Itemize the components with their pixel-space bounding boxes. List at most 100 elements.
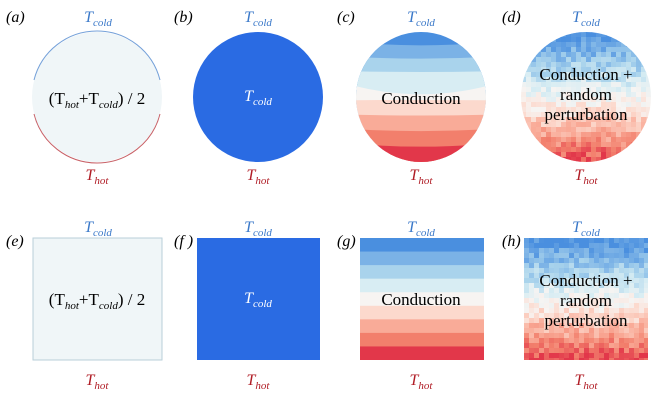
perturbation-cell: [586, 77, 592, 83]
perturbation-cell: [581, 57, 587, 63]
perturbation-cell: [634, 323, 640, 329]
perturbation-cell: [601, 137, 607, 143]
bottom-label-symbol: T: [247, 372, 257, 389]
perturbation-cell: [609, 328, 615, 334]
perturbation-cell: [521, 92, 527, 98]
perturbation-cell: [586, 147, 592, 153]
perturbation-cell: [591, 112, 597, 118]
perturbation-cell: [589, 333, 595, 339]
perturbation-cell: [611, 122, 617, 128]
perturbation-cell: [641, 112, 647, 118]
perturbation-cell: [564, 348, 570, 354]
temperature-band: [360, 319, 484, 334]
perturbation-cell: [614, 353, 620, 359]
panel-h: (h) Tcold Conduction + random perturbati…: [502, 219, 648, 392]
perturbation-cell: [631, 42, 637, 48]
perturbation-cell: [529, 268, 535, 274]
perturbation-cell: [579, 298, 585, 304]
perturbation-cell: [524, 268, 530, 274]
perturbation-cell: [536, 132, 542, 138]
perturbation-cell: [604, 318, 610, 324]
perturbation-cell: [594, 293, 600, 299]
bottom-label-subscript: hot: [583, 175, 598, 187]
perturbation-cell: [619, 268, 625, 274]
perturbation-cell: [636, 62, 642, 68]
perturbation-cell: [599, 308, 605, 314]
perturbation-cell: [614, 253, 620, 259]
perturbation-cell: [569, 343, 575, 349]
perturbation-cell: [624, 288, 630, 294]
perturbation-cell: [616, 107, 622, 113]
perturbation-cell: [531, 52, 537, 58]
perturbation-cell: [544, 343, 550, 349]
perturbation-cell: [606, 107, 612, 113]
perturbation-cell: [646, 122, 651, 128]
perturbation-cell: [539, 298, 545, 304]
perturbation-cell: [646, 37, 651, 43]
perturbation-cell: [534, 288, 540, 294]
perturbation-cell: [574, 288, 580, 294]
perturbation-cell: [601, 107, 607, 113]
center-label-line: random: [560, 85, 612, 104]
perturbation-cell: [526, 82, 532, 88]
top-label-subscript: cold: [416, 227, 435, 239]
perturbation-cell: [559, 238, 565, 244]
perturbation-cell: [546, 127, 552, 133]
perturbation-cell: [586, 127, 592, 133]
perturbation-cell: [534, 273, 540, 279]
perturbation-cell: [539, 288, 545, 294]
perturbation-cell: [581, 112, 587, 118]
perturbation-cell: [611, 87, 617, 93]
perturbation-cell: [599, 258, 605, 264]
perturbation-cell: [584, 268, 590, 274]
perturbation-cell: [539, 318, 545, 324]
perturbation-cell: [549, 308, 555, 314]
perturbation-cell: [601, 52, 607, 58]
top-label-symbol: T: [244, 9, 254, 26]
perturbation-cell: [546, 57, 552, 63]
perturbation-cell: [536, 67, 542, 73]
center-part: ) / 2: [118, 89, 145, 108]
perturbation-cell: [626, 62, 632, 68]
perturbation-cell: [631, 57, 637, 63]
perturbation-cell: [646, 67, 651, 73]
perturbation-cell: [536, 127, 542, 133]
perturbation-cell: [619, 263, 625, 269]
perturbation-cell: [599, 303, 605, 309]
center-part-sub: hot: [65, 99, 80, 111]
perturbation-cell: [559, 248, 565, 254]
perturbation-cell: [559, 318, 565, 324]
perturbation-cell: [561, 157, 567, 162]
perturbation-cell: [556, 117, 562, 123]
perturbation-cell: [569, 283, 575, 289]
perturbation-cell: [531, 142, 537, 148]
perturbation-cell: [601, 77, 607, 83]
perturbation-cell: [579, 293, 585, 299]
perturbation-cell: [619, 298, 625, 304]
perturbation-cell: [601, 72, 607, 78]
perturbation-cell: [559, 288, 565, 294]
top-label-symbol: T: [572, 219, 582, 236]
perturbation-cell: [634, 278, 640, 284]
perturbation-cell: [531, 32, 537, 38]
perturbation-cell: [636, 132, 642, 138]
perturbation-cell: [636, 127, 642, 133]
perturbation-cell: [626, 147, 632, 153]
perturbation-cell: [644, 318, 648, 324]
perturbation-cell: [531, 117, 537, 123]
perturbation-cell: [584, 283, 590, 289]
perturbation-cell: [631, 82, 637, 88]
perturbation-cell: [614, 343, 620, 349]
perturbation-cell: [561, 117, 567, 123]
perturbation-cell: [604, 263, 610, 269]
perturbation-cell: [646, 107, 651, 113]
perturbation-cell: [631, 47, 637, 53]
perturbation-cell: [544, 333, 550, 339]
perturbation-cell: [551, 132, 557, 138]
perturbation-cell: [541, 107, 547, 113]
perturbation-cell: [629, 248, 635, 254]
perturbation-cell: [624, 258, 630, 264]
perturbation-cell: [574, 263, 580, 269]
perturbation-cell: [599, 263, 605, 269]
perturbation-cell: [579, 328, 585, 334]
